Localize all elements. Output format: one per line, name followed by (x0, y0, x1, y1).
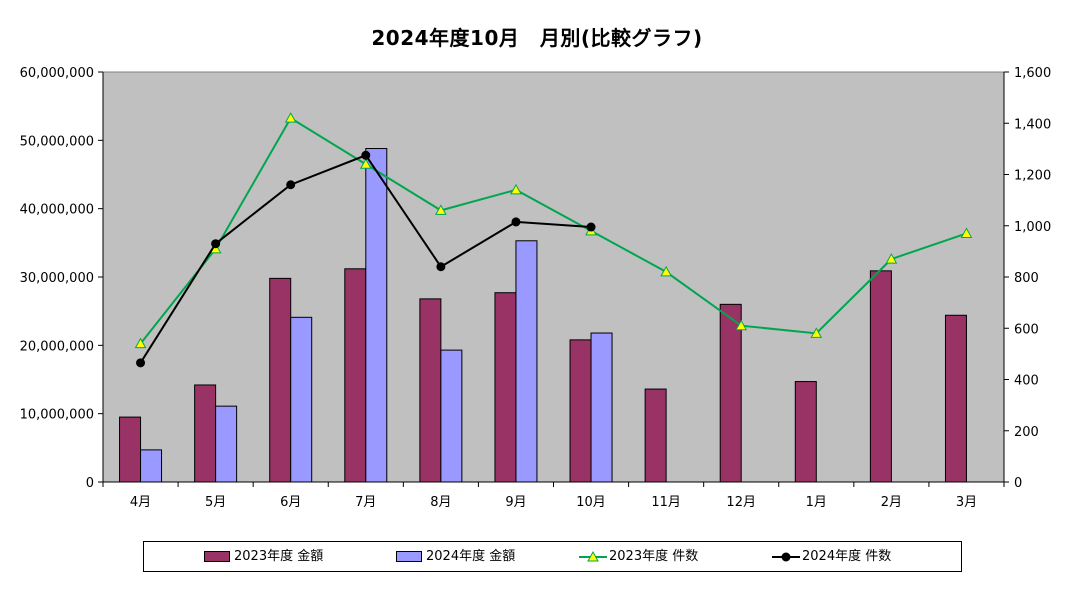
x-tick-label: 10月 (576, 495, 606, 510)
legend-label: 2023年度 件数 (609, 549, 699, 564)
x-tick-label: 5月 (205, 495, 226, 510)
bar (119, 416, 142, 483)
right-tick-label: 1,600 (1014, 66, 1051, 81)
bar (944, 314, 967, 483)
data-point (885, 253, 898, 264)
legend-label: 2024年度 金額 (426, 549, 516, 564)
data-point (660, 265, 672, 277)
data-point (810, 327, 823, 338)
bar (365, 148, 388, 483)
data-point (359, 158, 372, 169)
bar (419, 298, 442, 483)
right-tick-label: 1,200 (1014, 169, 1051, 184)
bar (215, 405, 238, 483)
data-point (735, 319, 748, 331)
legend-line-swatch (579, 550, 607, 562)
right-tick-label: 1,000 (1014, 220, 1051, 235)
data-point (211, 239, 221, 249)
legend-marker (781, 552, 791, 562)
data-point (361, 150, 371, 160)
left-tick-label: 30,000,000 (20, 271, 94, 286)
right-tick-label: 0 (1014, 476, 1022, 491)
data-point (510, 183, 522, 195)
bar (644, 388, 667, 483)
x-tick-label: 1月 (806, 495, 827, 510)
plot-area (102, 71, 1005, 483)
bar (719, 303, 742, 483)
left-tick-label: 10,000,000 (20, 408, 94, 423)
left-axis: 0 10,000,000 20,000,000 30,000,000 40,000,00… (20, 66, 104, 491)
bar (590, 332, 613, 483)
legend-label: 2023年度 金額 (234, 549, 324, 564)
legend-line-swatch (772, 552, 800, 562)
bar (794, 381, 817, 483)
line-series (134, 112, 973, 368)
left-tick-label: 20,000,000 (20, 339, 94, 354)
data-point (511, 217, 521, 227)
bar (494, 292, 517, 483)
data-point (960, 227, 973, 238)
legend-swatch (396, 551, 422, 562)
chart-title: 2024年度10月 月別(比較グラフ) (371, 26, 703, 50)
right-tick-label: 600 (1014, 322, 1039, 337)
bar (515, 240, 538, 483)
legend-marker (587, 550, 599, 562)
bar (569, 339, 592, 483)
right-tick-label: 1,400 (1014, 117, 1051, 132)
data-point (134, 337, 147, 349)
bar (269, 277, 292, 483)
right-tick-label: 200 (1014, 425, 1039, 440)
series-line (139, 116, 967, 345)
data-point (136, 358, 146, 368)
data-point (286, 180, 296, 190)
left-tick-label: 60,000,000 (20, 66, 94, 81)
x-axis: 4月 5月 6月 7月 8月 9月 10月 11月 12月 1月 2月 3月 (102, 481, 1005, 510)
right-axis: 0 200 400 600 800 1,000 1,200 1,400 1,600 (1003, 66, 1051, 491)
bar (140, 449, 163, 483)
x-tick-label: 6月 (280, 495, 301, 510)
left-tick-label: 0 (86, 476, 94, 491)
bar (440, 349, 463, 483)
x-tick-label: 3月 (956, 495, 977, 510)
chart: 0 10,000,000 20,000,000 30,000,000 40,000,00… (20, 66, 1052, 510)
data-point (436, 262, 446, 272)
data-point (284, 112, 297, 123)
right-tick-label: 800 (1014, 271, 1039, 286)
legend-label: 2024年度 件数 (802, 549, 892, 564)
data-point (586, 222, 596, 232)
x-tick-label: 9月 (505, 495, 526, 510)
bar (194, 384, 217, 483)
x-tick-label: 7月 (355, 495, 376, 510)
x-tick-label: 12月 (726, 495, 756, 510)
left-tick-label: 50,000,000 (20, 134, 94, 149)
x-tick-label: 11月 (651, 495, 681, 510)
legend-swatch (204, 551, 230, 562)
left-tick-label: 40,000,000 (20, 203, 94, 218)
bar (290, 316, 313, 483)
bar (344, 268, 367, 483)
x-tick-label: 4月 (130, 495, 151, 510)
data-point (435, 204, 447, 215)
bar (869, 270, 892, 483)
x-tick-label: 8月 (430, 495, 451, 510)
right-tick-label: 400 (1014, 374, 1039, 389)
legend: 2023年度 金額 2024年度 金額 2023年度 件数 2024年度 件数 (143, 541, 962, 572)
x-tick-label: 2月 (881, 495, 902, 510)
